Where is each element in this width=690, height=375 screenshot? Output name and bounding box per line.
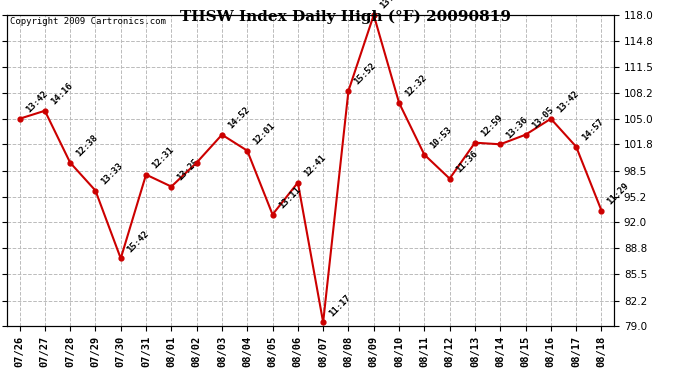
Point <box>241 148 253 154</box>
Point <box>14 116 25 122</box>
Point <box>444 176 455 181</box>
Point <box>166 184 177 190</box>
Text: 13:05: 13:05 <box>530 105 555 130</box>
Text: 12:59: 12:59 <box>479 113 504 138</box>
Point <box>393 100 404 106</box>
Point <box>317 319 328 325</box>
Text: THSW Index Daily High (°F) 20090819: THSW Index Daily High (°F) 20090819 <box>179 9 511 24</box>
Point <box>39 108 50 114</box>
Text: 15:52: 15:52 <box>353 61 378 87</box>
Point <box>115 255 126 261</box>
Text: 12:32: 12:32 <box>403 73 428 99</box>
Point <box>65 160 76 166</box>
Point <box>343 88 354 94</box>
Text: 14:57: 14:57 <box>580 117 606 142</box>
Point <box>217 132 228 138</box>
Text: 13:42: 13:42 <box>555 89 580 115</box>
Text: 13:36: 13:36 <box>504 115 530 140</box>
Text: 10:53: 10:53 <box>428 125 454 150</box>
Text: 12:31: 12:31 <box>150 145 175 171</box>
Text: 13:42: 13:42 <box>23 89 49 115</box>
Point <box>520 132 531 138</box>
Point <box>495 141 506 147</box>
Text: 11:29: 11:29 <box>606 181 631 206</box>
Text: 14:16: 14:16 <box>49 81 75 106</box>
Point <box>469 140 480 146</box>
Point <box>191 160 202 166</box>
Point <box>293 180 304 186</box>
Text: Copyright 2009 Cartronics.com: Copyright 2009 Cartronics.com <box>10 16 166 26</box>
Text: 13:11: 13:11 <box>277 185 302 210</box>
Text: 15:42: 15:42 <box>125 229 150 254</box>
Text: 13:52: 13:52 <box>378 0 403 11</box>
Text: 14:52: 14:52 <box>226 105 251 130</box>
Text: 12:41: 12:41 <box>302 153 327 178</box>
Text: 13:33: 13:33 <box>99 161 125 186</box>
Text: 13:25: 13:25 <box>175 157 201 182</box>
Point <box>141 172 152 178</box>
Text: 12:38: 12:38 <box>75 133 99 159</box>
Text: 11:36: 11:36 <box>454 149 479 174</box>
Point <box>596 207 607 213</box>
Point <box>571 144 582 150</box>
Point <box>90 188 101 194</box>
Text: 12:01: 12:01 <box>251 121 277 147</box>
Text: 11:17: 11:17 <box>327 293 353 318</box>
Point <box>368 12 380 18</box>
Point <box>267 211 278 217</box>
Point <box>545 116 556 122</box>
Point <box>419 152 430 157</box>
